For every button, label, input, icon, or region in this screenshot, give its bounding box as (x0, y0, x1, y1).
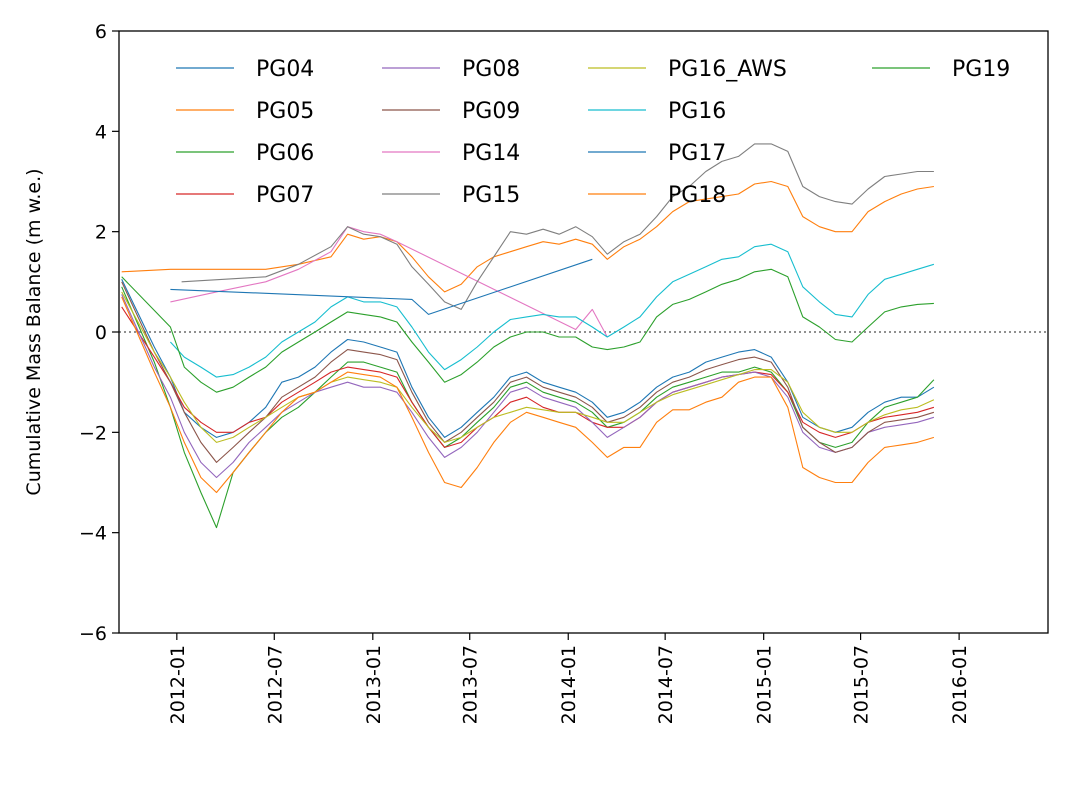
legend-item-pg06: PG06 (176, 141, 314, 166)
legend-label: PG19 (952, 57, 1010, 82)
legend-label: PG07 (256, 183, 314, 208)
x-tick-label: 2016-01 (949, 645, 971, 724)
legend-item-pg05: PG05 (176, 99, 314, 124)
series-line-pg19 (121, 268, 934, 393)
legend-label: PG08 (462, 57, 520, 82)
x-tick-label: 2014-07 (655, 645, 677, 724)
x-tick-label: 2015-01 (754, 645, 776, 724)
series-line-pg18 (121, 296, 935, 494)
legend-item-pg17: PG17 (588, 141, 726, 166)
legend-item-pg07: PG07 (176, 183, 314, 208)
legend-label: PG15 (462, 183, 520, 208)
legend-label: PG09 (462, 99, 520, 124)
x-tick-label: 2012-01 (167, 645, 189, 724)
y-axis-title: Cumulative Mass Balance (m w.e.) (23, 168, 45, 495)
legend-label: PG17 (668, 141, 726, 166)
legend-item-pg19: PG19 (872, 57, 1010, 82)
y-tick-label: −4 (79, 523, 107, 545)
y-tick-label: −2 (79, 422, 107, 444)
y-tick-label: 2 (95, 222, 107, 244)
x-tick-label: 2014-01 (558, 645, 580, 724)
series-line-pg04 (121, 279, 935, 438)
legend-label: PG14 (462, 141, 520, 166)
legend-label: PG18 (668, 183, 726, 208)
legend-item-pg04: PG04 (176, 57, 314, 82)
x-tick-label: 2015-07 (851, 645, 873, 724)
series-line-pg17 (170, 258, 593, 315)
legend-label: PG04 (256, 57, 314, 82)
legend-label: PG05 (256, 99, 314, 124)
y-tick-label: 0 (95, 322, 107, 344)
legend-item-pg15: PG15 (382, 183, 520, 208)
series-line-pg14 (170, 226, 608, 338)
legend-item-pg09: PG09 (382, 99, 520, 124)
y-tick-label: −6 (79, 623, 107, 645)
legend-item-pg08: PG08 (382, 57, 520, 82)
series-line-pg08 (121, 294, 935, 479)
series-layer (119, 143, 1048, 529)
x-tick-label: 2013-07 (460, 645, 482, 724)
series-line-pg15 (181, 143, 934, 310)
x-tick-label: 2012-07 (264, 645, 286, 724)
legend-label: PG16 (668, 99, 726, 124)
legend-item-pg18: PG18 (588, 183, 726, 208)
y-tick-label: 4 (95, 121, 107, 143)
legend-item-pg16: PG16 (588, 99, 726, 124)
series-line-pg16-aws (121, 291, 935, 443)
series-line-pg05 (121, 180, 934, 293)
legend-label: PG06 (256, 141, 314, 166)
legend-label: PG16_AWS (668, 57, 787, 82)
legend: PG04 PG05 PG06 PG07 PG08 PG09 PG14 PG15 PG16_AWS… (176, 57, 1010, 208)
legend-item-pg16-aws: PG16_AWS (588, 57, 787, 82)
x-tick-label: 2013-01 (363, 645, 385, 724)
axes-layer: −6 −4 −2 0 2 4 6 2012-01 2012-07 2013-01 2013-07 20… (79, 21, 1049, 724)
series-line-pg16 (169, 243, 935, 378)
y-tick-label: 6 (95, 21, 107, 43)
series-line-pg09 (121, 281, 935, 463)
legend-item-pg14: PG14 (382, 141, 520, 166)
